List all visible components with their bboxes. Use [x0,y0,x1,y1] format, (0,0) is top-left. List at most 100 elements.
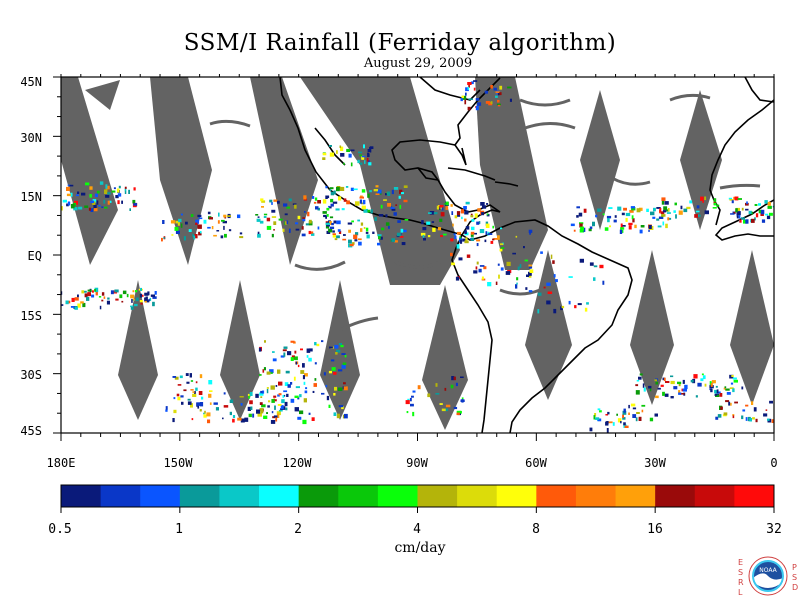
rain-pixel [299,394,302,398]
rain-pixel [367,193,370,198]
rain-pixel [422,234,425,238]
rain-pixel [405,400,410,405]
rain-pixel [98,296,102,298]
rain-pixel [118,185,121,189]
rain-pixel [481,212,484,216]
rain-pixel [772,205,774,208]
rain-pixel [308,230,311,235]
rain-pixel [439,218,443,222]
rain-pixel [391,208,396,211]
rain-pixel [277,200,280,204]
rain-pixel [283,203,288,207]
rain-pixel [132,290,135,293]
rain-pixel [377,242,381,246]
rain-pixel [283,346,288,349]
rain-pixel [354,239,358,242]
rain-pixel [200,231,202,234]
rain-pixel [313,383,317,387]
rain-pixel [378,236,381,240]
rain-pixel [495,95,498,98]
rain-pixel [655,381,659,385]
rain-pixel [208,393,212,398]
rain-pixel [475,105,479,111]
rain-pixel [197,404,200,409]
rain-pixel [264,340,266,343]
rain-pixel [454,215,458,219]
rain-pixel [269,369,274,374]
rain-pixel [397,220,401,223]
rain-pixel [723,412,728,416]
rain-pixel [412,390,416,393]
rain-pixel [273,229,275,231]
rain-pixel [465,201,470,205]
rain-pixel [359,154,363,157]
rain-pixel [107,297,110,300]
rain-pixel [523,246,525,249]
rain-pixel [361,205,366,210]
rain-pixel [592,221,595,227]
rain-pixel [335,352,338,355]
rain-pixel [455,276,460,281]
rain-pixel [367,149,372,153]
rain-pixel [280,405,284,410]
rain-pixel [678,390,681,394]
rain-pixel [463,206,467,210]
rain-pixel [620,227,625,230]
colorbar-swatch [338,485,379,507]
rain-pixel [702,375,706,380]
coast-iberia [744,77,774,103]
rain-pixel [383,199,387,201]
rain-pixel [68,300,71,304]
rain-pixel [593,277,596,281]
rain-pixel [519,264,522,268]
rain-pixel [642,383,645,388]
rain-pixel [328,370,332,374]
rain-pixel [628,222,633,226]
rain-pixel [297,215,301,220]
rain-pixel [363,144,365,149]
swath [118,280,158,420]
rain-pixel [512,252,516,255]
rain-pixel [176,393,180,397]
rain-pixel [70,204,75,209]
rain-pixel [348,239,352,244]
rain-pixel [248,396,251,399]
rain-pixel [576,215,579,218]
rain-pixel [174,226,179,231]
arc [294,260,346,271]
rain-pixel [95,291,98,296]
rain-pixel [98,205,101,207]
rain-pixel [374,217,377,221]
rain-pixel [368,162,372,166]
rain-pixel [451,262,455,266]
rain-pixel [553,308,557,314]
rain-pixel [656,218,660,221]
rain-pixel [748,210,752,215]
rain-pixel [304,373,308,377]
rain-pixel [568,276,573,278]
rain-pixel [207,211,211,215]
rain-pixel [711,380,716,384]
rain-pixel [285,407,288,411]
rain-pixel [314,197,318,201]
rain-pixel [215,407,219,411]
rain-pixel [653,207,656,212]
rain-pixel [641,404,646,407]
rain-pixel [350,162,353,167]
rain-pixel [769,212,773,216]
rain-pixel [286,206,290,209]
rain-pixel [114,289,119,293]
rain-pixel [593,415,596,420]
rain-pixel [639,229,643,234]
rain-pixel [639,207,643,211]
rain-pixel [474,232,477,235]
rain-pixel [477,208,481,212]
rain-pixel [730,382,734,385]
rain-pixel [333,190,336,195]
rain-pixel [764,200,768,204]
rain-pixel [96,190,100,194]
rain-pixel [71,297,75,302]
rain-pixel [338,405,344,408]
rain-pixel [297,364,300,368]
